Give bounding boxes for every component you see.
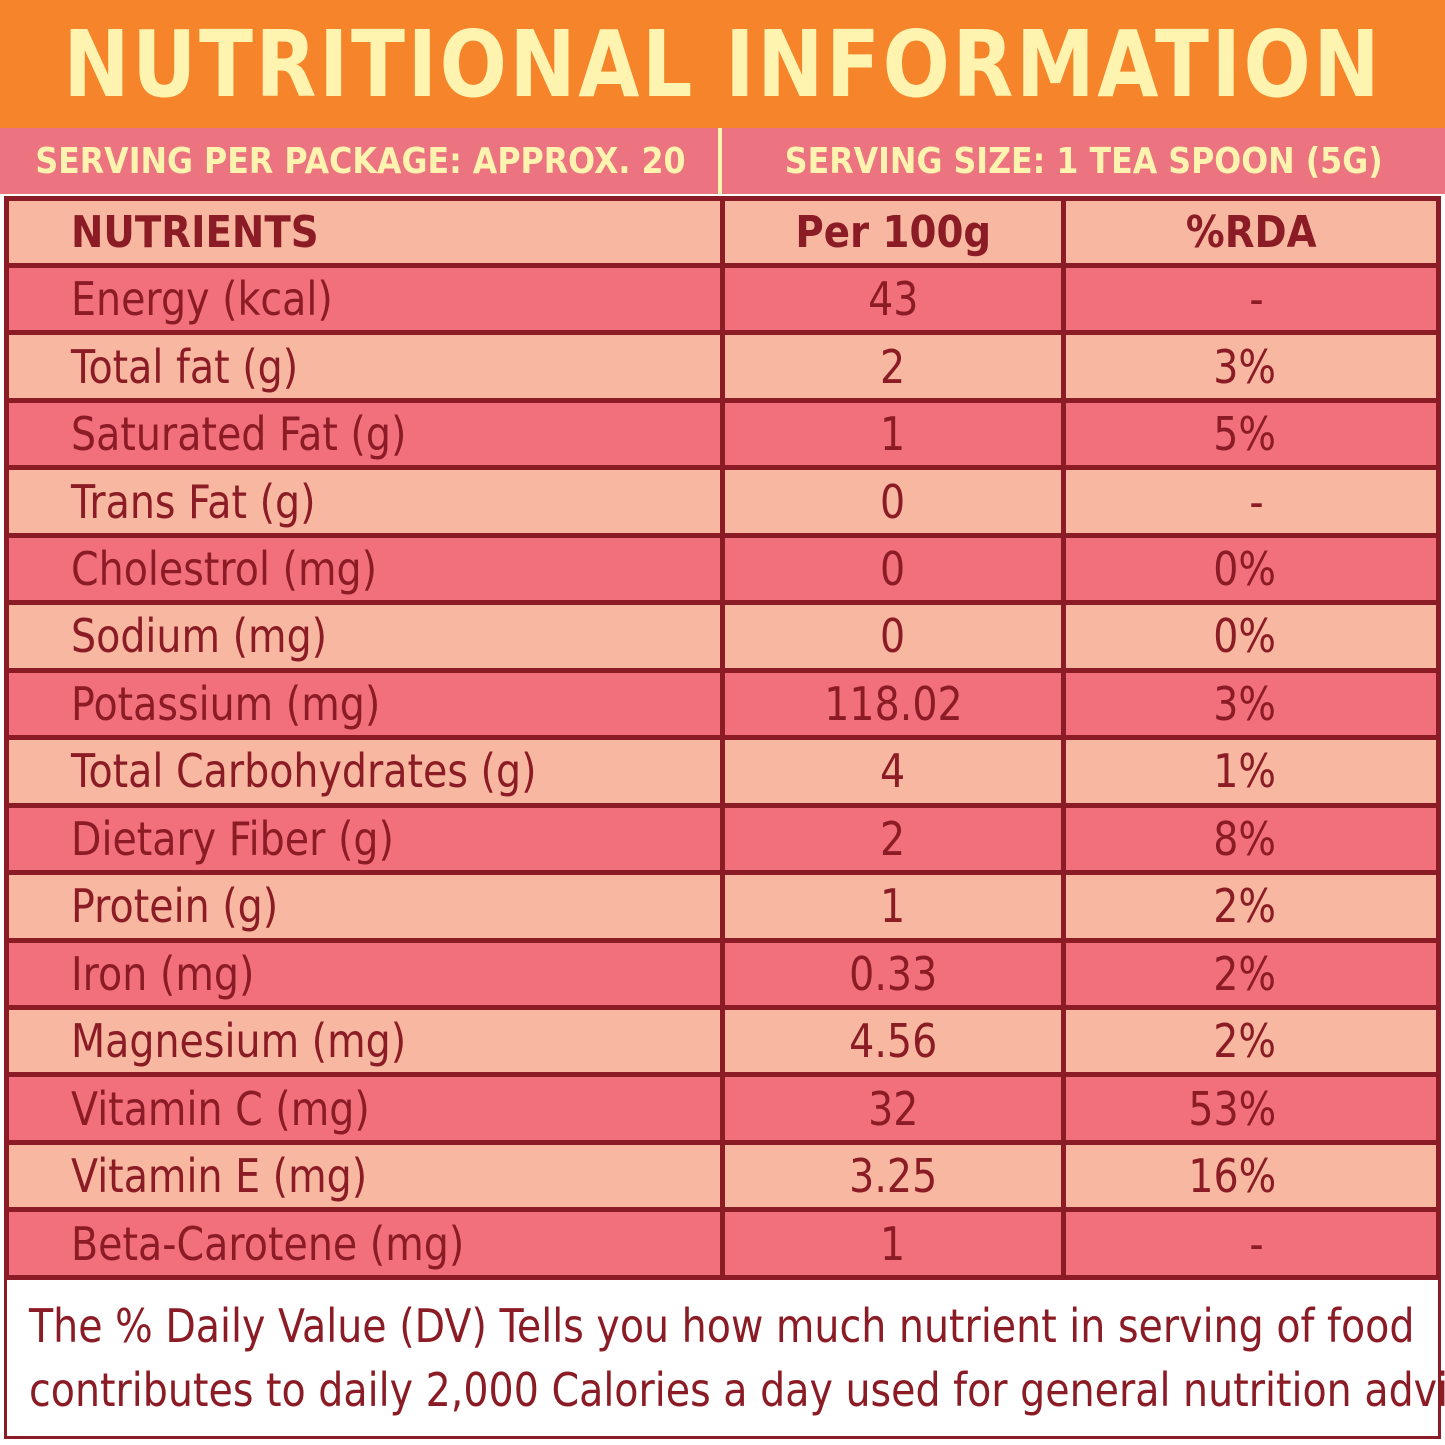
rda-cell: 2%: [1066, 942, 1436, 1005]
footnote: The % Daily Value (DV) Tells you how muc…: [29, 1294, 1445, 1422]
table-row: Iron (mg) 0.33 2%: [9, 942, 1436, 1005]
header-rda: %RDA: [1066, 201, 1436, 263]
nutrition-table: NUTRIENTS Per 100g %RDA Energy (kcal) 43-…: [4, 196, 1441, 1280]
per-100g-cell: 0: [725, 470, 1061, 533]
per-100g-cell: 1: [725, 402, 1061, 466]
per-100g-cell: 0: [725, 605, 1061, 668]
rda-cell: 2%: [1066, 875, 1436, 938]
nutrient-cell: Dietary Fiber (g): [9, 807, 720, 871]
nutrient-cell: Beta-Carotene (mg): [9, 1212, 720, 1275]
rda-cell: 53%: [1066, 1077, 1436, 1140]
serving-per-package: SERVING PER PACKAGE: APPROX. 20: [0, 128, 720, 194]
per-100g-cell: 43: [725, 268, 1061, 331]
rda-cell: 5%: [1066, 402, 1436, 466]
nutrient-cell: Saturated Fat (g): [9, 402, 720, 466]
table-row: Total fat (g) 2 3%: [9, 335, 1436, 398]
table-row: Potassium (mg) 118.02 3%: [9, 672, 1436, 736]
nutrient-cell: Energy (kcal): [9, 268, 720, 331]
per-100g-cell: 1: [725, 875, 1061, 938]
header-nutrients: NUTRIENTS: [9, 201, 720, 263]
per-100g-cell: 0.33: [725, 942, 1061, 1005]
nutrition-table-frame: NUTRIENTS Per 100g %RDA Energy (kcal) 43-…: [4, 196, 1441, 1280]
table-row: Protein (g) 1 2%: [9, 875, 1436, 938]
rda-cell: 2%: [1066, 1009, 1436, 1073]
page-title: NUTRITIONAL INFORMATION: [63, 10, 1382, 118]
nutrient-cell: Potassium (mg): [9, 672, 720, 736]
table-row: Sodium (mg) 0 0%: [9, 605, 1436, 668]
header-per-100g: Per 100g: [725, 201, 1061, 263]
rda-cell: 0%: [1066, 605, 1436, 668]
serving-info-bar: SERVING PER PACKAGE: APPROX. 20 SERVING …: [0, 128, 1445, 194]
nutrient-cell: Total fat (g): [9, 335, 720, 398]
nutrient-cell: Vitamin E (mg): [9, 1144, 720, 1208]
nutrient-cell: Trans Fat (g): [9, 470, 720, 533]
per-100g-cell: 32: [725, 1077, 1061, 1140]
rda-cell: -: [1066, 268, 1436, 331]
table-row: Trans Fat (g) 0-: [9, 470, 1436, 533]
table-row: Dietary Fiber (g) 2 8%: [9, 807, 1436, 871]
nutrient-cell: Magnesium (mg): [9, 1009, 720, 1073]
per-100g-cell: 118.02: [725, 672, 1061, 736]
nutrient-cell: Cholestrol (mg): [9, 537, 720, 601]
per-100g-cell: 4: [725, 740, 1061, 803]
rda-cell: 1%: [1066, 740, 1436, 803]
footnote-box: The % Daily Value (DV) Tells you how muc…: [4, 1280, 1445, 1439]
serving-size: SERVING SIZE: 1 TEA SPOON (5G): [722, 128, 1445, 194]
rda-cell: 3%: [1066, 672, 1436, 736]
rda-cell: 3%: [1066, 335, 1436, 398]
table-row: Cholestrol (mg) 0 0%: [9, 537, 1436, 601]
per-100g-cell: 0: [725, 537, 1061, 601]
table-header-row: NUTRIENTS Per 100g %RDA: [9, 201, 1436, 263]
nutrient-cell: Iron (mg): [9, 942, 720, 1005]
title-bar: NUTRITIONAL INFORMATION: [0, 0, 1445, 128]
serving-divider: [718, 128, 722, 194]
table-row: Energy (kcal) 43-: [9, 268, 1436, 331]
table-row: Vitamin C (mg) 32 53%: [9, 1077, 1436, 1140]
serving-size-text: SERVING SIZE: 1 TEA SPOON (5G): [784, 140, 1383, 182]
rda-cell: -: [1066, 470, 1436, 533]
footnote-line-2: contributes to daily 2,000 Calories a da…: [29, 1363, 1445, 1417]
per-100g-cell: 2: [725, 807, 1061, 871]
per-100g-cell: 1: [725, 1212, 1061, 1275]
per-100g-cell: 2: [725, 335, 1061, 398]
table-row: Total Carbohydrates (g) 4 1%: [9, 740, 1436, 803]
nutrient-cell: Vitamin C (mg): [9, 1077, 720, 1140]
nutrient-cell: Total Carbohydrates (g): [9, 740, 720, 803]
serving-per-package-text: SERVING PER PACKAGE: APPROX. 20: [34, 140, 686, 182]
table-row: Magnesium (mg) 4.56 2%: [9, 1009, 1436, 1073]
table-row: Saturated Fat (g) 1 5%: [9, 402, 1436, 466]
table-row: Beta-Carotene (mg) 1-: [9, 1212, 1436, 1275]
nutrient-cell: Protein (g): [9, 875, 720, 938]
rda-cell: -: [1066, 1212, 1436, 1275]
rda-cell: 8%: [1066, 807, 1436, 871]
rda-cell: 16%: [1066, 1144, 1436, 1208]
rda-cell: 0%: [1066, 537, 1436, 601]
table-row: Vitamin E (mg) 3.25 16%: [9, 1144, 1436, 1208]
footnote-line-1: The % Daily Value (DV) Tells you how muc…: [29, 1299, 1415, 1353]
per-100g-cell: 3.25: [725, 1144, 1061, 1208]
per-100g-cell: 4.56: [725, 1009, 1061, 1073]
nutrient-cell: Sodium (mg): [9, 605, 720, 668]
